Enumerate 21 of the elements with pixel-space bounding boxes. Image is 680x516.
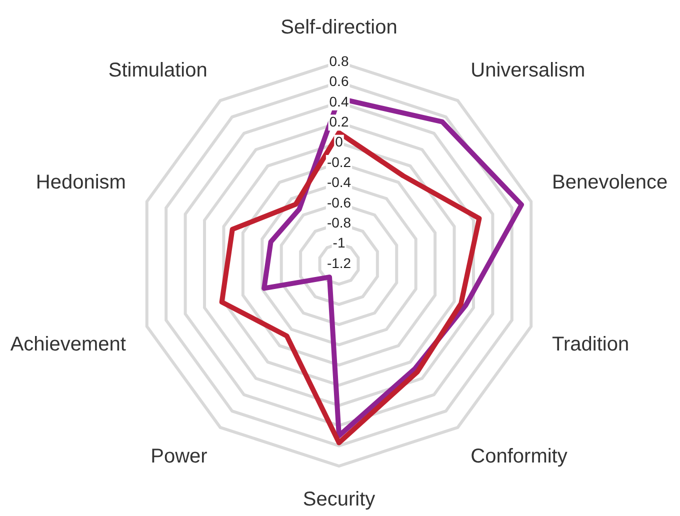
spoke-label: Achievement [10, 334, 126, 356]
y-tick-label: -0.8 [326, 214, 352, 230]
spoke-label: Universalism [470, 59, 586, 82]
y-tick-label: -1.2 [326, 254, 352, 271]
spoke-label: Stimulation [108, 59, 208, 82]
y-tick-label: 0.2 [329, 113, 349, 130]
spoke-label: Security [302, 488, 376, 511]
y-tick-label: -0.6 [326, 194, 352, 210]
spoke-label: Conformity [470, 446, 568, 468]
spoke-label: Benevolence [552, 171, 668, 194]
spoke-label: Hedonism [36, 171, 126, 194]
spoke-label: Power [150, 446, 208, 468]
y-tick-label: -0.2 [326, 154, 352, 170]
y-tick-label: -1 [332, 234, 346, 251]
spoke-label: Tradition [552, 334, 630, 356]
spoke-label: Self-direction [280, 16, 398, 39]
y-tick-label: 0 [335, 134, 344, 150]
y-tick-label: 0.4 [329, 93, 349, 110]
y-tick-label: 0.8 [329, 52, 349, 69]
y-tick-label: -0.4 [326, 174, 352, 190]
y-tick-label: 0.6 [329, 73, 349, 90]
